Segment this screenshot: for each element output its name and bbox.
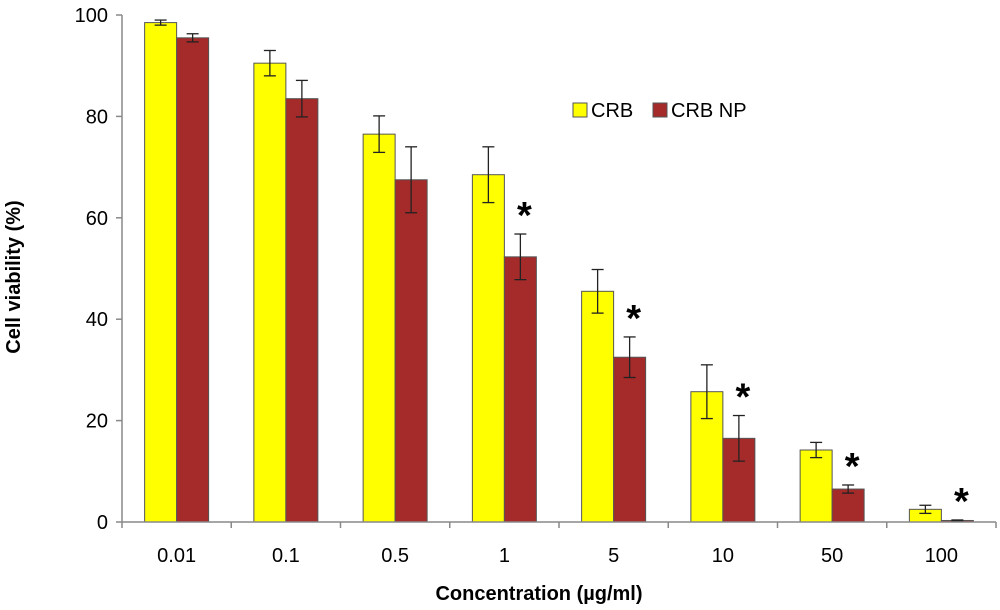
significance-markers-group: * * * * * xyxy=(517,195,969,523)
significance-marker: * xyxy=(517,195,532,237)
x-tick-label: 5 xyxy=(608,545,619,567)
bar-crb xyxy=(471,174,505,523)
bar-crb xyxy=(362,133,396,523)
bar-crb-np xyxy=(831,488,865,523)
x-tick-label: 1 xyxy=(499,545,510,567)
x-tick-label: 0.01 xyxy=(157,545,196,567)
bar-crb xyxy=(581,290,615,523)
y-tick-label: 80 xyxy=(86,106,108,128)
x-ticks-group: 0.01 0.1 0.5 1 5 10 50 100 xyxy=(121,522,997,567)
x-tick-label: 10 xyxy=(712,545,734,567)
significance-marker: * xyxy=(626,298,641,340)
axes-group xyxy=(121,15,996,523)
x-tick-label: 50 xyxy=(821,545,843,567)
bar-crb-np xyxy=(285,98,319,523)
x-tick-label: 0.5 xyxy=(381,545,409,567)
legend: CRB CRB NP xyxy=(572,100,747,122)
legend-swatch xyxy=(652,102,668,118)
bar-crb xyxy=(253,62,287,523)
y-tick-label: 60 xyxy=(86,208,108,230)
bar-crb-np xyxy=(503,256,537,523)
legend-swatch xyxy=(572,102,588,118)
y-ticks-group: 0 20 40 60 80 100 xyxy=(75,5,122,534)
bar-crb-np xyxy=(176,37,210,523)
x-axis-title: Concentration (µg/ml) xyxy=(435,583,642,605)
y-tick-label: 20 xyxy=(86,411,108,433)
x-tick-label: 0.1 xyxy=(272,545,300,567)
significance-marker: * xyxy=(735,377,750,419)
legend-label: CRB xyxy=(591,100,633,122)
bar-crb-np xyxy=(394,179,428,523)
y-tick-label: 0 xyxy=(97,512,108,534)
significance-marker: * xyxy=(845,446,860,488)
significance-marker: * xyxy=(954,481,969,523)
bar-crb-np xyxy=(613,356,647,523)
bar-crb xyxy=(144,22,178,523)
legend-label: CRB NP xyxy=(671,100,747,122)
y-tick-label: 100 xyxy=(75,5,108,27)
error-bars-group xyxy=(154,19,964,522)
x-tick-label: 100 xyxy=(925,545,958,567)
bar-crb xyxy=(799,449,833,523)
y-tick-label: 40 xyxy=(86,309,108,331)
y-axis-title: Cell viability (%) xyxy=(3,200,25,353)
